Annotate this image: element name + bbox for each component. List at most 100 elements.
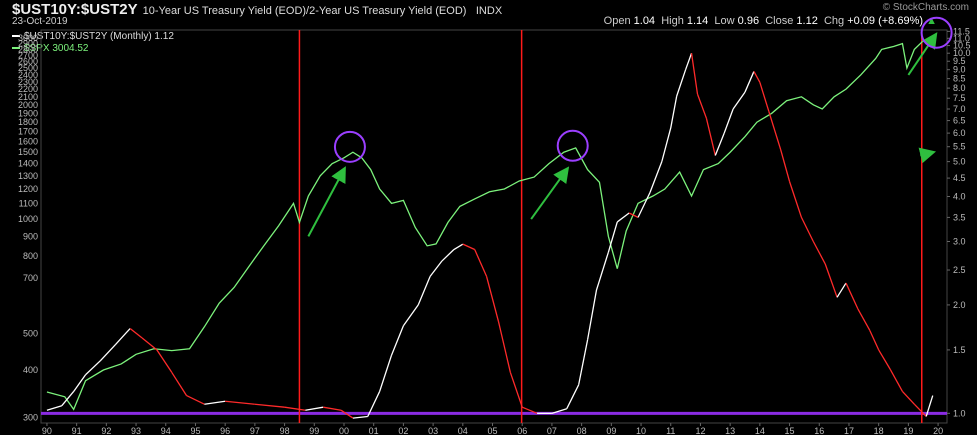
x-axis-tick-label: 98 (280, 426, 290, 435)
x-axis-tick-label: 96 (220, 426, 230, 435)
x-axis-tick-label: 99 (309, 426, 319, 435)
ratio-series-segment (607, 221, 618, 253)
ohlc-stats: Open 1.04 High 1.14 Low 0.96 Close 1.12 … (604, 15, 937, 27)
ratio-series-segment (670, 96, 678, 129)
left-axis-tick-label: 800 (23, 251, 38, 261)
x-axis-tick-label: 92 (101, 426, 111, 435)
x-axis-tick-label: 20 (933, 426, 943, 435)
right-axis-tick-label: 4.0 (953, 192, 966, 202)
ratio-series-segment (323, 406, 342, 411)
ratio-series-segment (462, 243, 475, 251)
chg-label: Chg (823, 15, 845, 27)
ratio-series-segment (429, 260, 443, 277)
ratio-series-segment (690, 53, 699, 95)
ratio-series-segment (824, 263, 838, 298)
ratio-series-segment (649, 161, 663, 193)
ratio-series-segment (661, 127, 672, 162)
right-axis-tick-label: 10.5 (953, 41, 971, 51)
spx-series-line (46, 37, 933, 411)
left-axis-tick-label: 900 (23, 231, 38, 241)
x-axis-tick-label: 08 (577, 426, 587, 435)
left-axis-tick-label: 2600 (18, 57, 38, 67)
x-axis-tick-label: 93 (131, 426, 141, 435)
x-axis-tick-label: 00 (339, 426, 349, 435)
exchange-label: INDX (475, 5, 503, 17)
symbol-label: $UST10Y:$UST2Y (12, 1, 138, 18)
ratio-series-segment (254, 403, 285, 408)
left-axis-tick-label: 1100 (19, 198, 38, 208)
ratio-series-segment (753, 71, 761, 83)
legend-label-ratio: $UST10Y:$UST2Y (Monthly) 1.12 (24, 30, 174, 42)
ratio-series-segment (676, 69, 687, 97)
close-label: Close (765, 15, 794, 27)
ratio-series-segment (129, 327, 143, 339)
left-axis-tick-label: 2500 (18, 63, 38, 73)
right-axis-tick-label: 9.5 (953, 56, 966, 66)
ratio-series-segment (684, 52, 693, 70)
right-axis-tick-label: 7.0 (953, 104, 966, 114)
right-axis-tick-label: 3.0 (953, 237, 966, 247)
x-axis-tick-label: 15 (785, 426, 795, 435)
ratio-series-segment (901, 391, 915, 405)
ratio-series-segment (225, 400, 255, 405)
left-axis-tick-label: 2100 (18, 92, 38, 102)
purple-circle-annotation (920, 16, 953, 49)
ratio-series-segment (595, 252, 609, 291)
green-arrow-annotation (918, 147, 937, 164)
ratio-series-segment (637, 192, 651, 218)
ratio-series-segment (497, 321, 511, 373)
ratio-series-segment (474, 249, 488, 277)
right-axis-tick-label: 8.0 (953, 83, 966, 93)
x-axis-tick-label: 10 (636, 426, 646, 435)
ratio-series-segment (836, 282, 847, 298)
x-axis-tick-label: 01 (369, 426, 379, 435)
stockcharts-logo[interactable]: © StockCharts.com (882, 2, 969, 13)
ratio-series-segment (578, 339, 589, 385)
ratio-series-segment (857, 308, 871, 331)
x-axis-tick-label: 12 (695, 426, 705, 435)
legend-item-ratio[interactable]: $UST10Y:$UST2Y (Monthly) 1.12 (12, 30, 174, 42)
ratio-series-segment (485, 276, 500, 322)
chart-legend: $UST10Y:$UST2Y (Monthly) 1.12 $SPX 3004.… (12, 30, 174, 54)
right-axis-tick-label: 2.0 (953, 300, 966, 310)
right-axis-tick-label: 8.5 (953, 74, 966, 84)
right-axis-tick-label: 11.0 (953, 33, 970, 43)
ratio-series-segment (586, 289, 598, 340)
right-axis-tick-label: 6.0 (953, 128, 966, 138)
x-axis-tick-label: 03 (428, 426, 438, 435)
ratio-series-segment (284, 406, 306, 411)
ratio-series-segment (390, 325, 405, 356)
x-axis-tick-label: 05 (488, 426, 498, 435)
right-axis-tick-label: 2.5 (953, 265, 966, 275)
x-axis-tick-label: 97 (250, 426, 260, 435)
x-axis-tick-label: 06 (517, 426, 527, 435)
ratio-series-segment (759, 82, 770, 112)
ratio-series-segment (305, 406, 324, 411)
ratio-series-segment (925, 395, 934, 417)
left-axis-tick-label: 500 (23, 328, 38, 338)
ratio-series-segment (73, 374, 87, 392)
left-axis-tick-label: 3000 (18, 33, 38, 43)
ratio-series-segment (616, 212, 630, 223)
ratio-series-segment (732, 91, 746, 110)
purple-circle-annotation (333, 130, 366, 163)
high-value: 1.14 (686, 15, 709, 27)
right-axis-tick-label: 5.5 (953, 142, 966, 152)
ratio-series-segment (453, 243, 464, 251)
left-axis-tick-label: 2300 (18, 77, 38, 87)
right-axis-tick-label: 7.5 (953, 93, 966, 103)
legend-swatch-ratio (12, 35, 20, 37)
left-axis-tick-label: 1400 (18, 159, 38, 169)
ratio-series-segment (46, 405, 62, 411)
ratio-series-segment (723, 108, 734, 134)
x-axis-tick-label: 04 (458, 426, 468, 435)
x-axis-tick-label: 90 (42, 426, 52, 435)
right-axis-tick-label: 4.5 (953, 173, 966, 183)
green-arrow-annotation (907, 32, 938, 76)
low-value: 0.96 (737, 15, 760, 27)
legend-item-spx[interactable]: $SPX 3004.52 (12, 42, 174, 54)
x-axis-tick-label: 17 (844, 426, 854, 435)
left-axis-tick-label: 700 (23, 273, 38, 283)
ratio-series-segment (551, 408, 567, 414)
